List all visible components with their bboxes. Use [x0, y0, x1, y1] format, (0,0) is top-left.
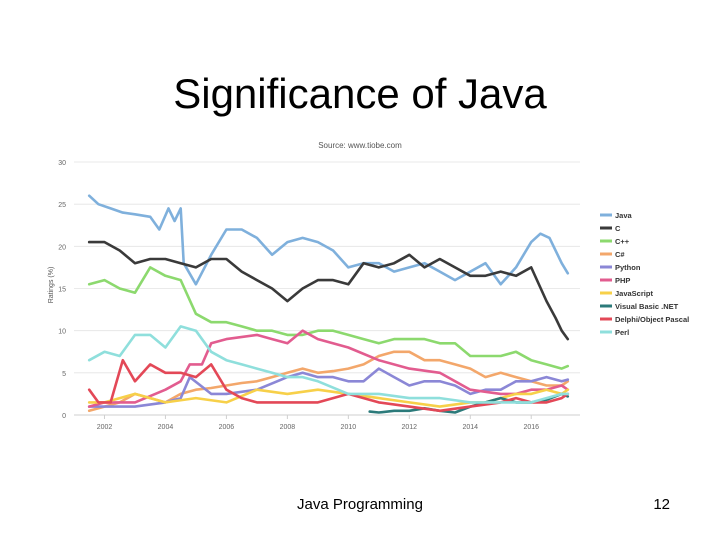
series-line-php — [87, 329, 570, 408]
x-tick-label: 2014 — [462, 424, 478, 431]
x-tick-label: 2002 — [97, 424, 113, 431]
tiobe-line-chart: Source: www.tiobe.com Ratings (%) 0 5 10 15… — [40, 135, 720, 435]
x-tick-label: 2010 — [341, 424, 357, 431]
series-line-c- — [87, 266, 570, 370]
legend-label: Visual Basic .NET — [615, 302, 679, 311]
x-tick-label: 2016 — [523, 424, 539, 431]
series-line-c- — [87, 350, 570, 413]
legend-label: PHP — [615, 276, 630, 285]
series-line-javascript — [87, 388, 570, 408]
x-tick-label: 2012 — [402, 424, 418, 431]
series-line-python — [87, 367, 570, 408]
series-line-perl — [87, 325, 570, 404]
y-tick-label: 5 — [62, 371, 66, 378]
legend-label: Java — [615, 211, 633, 220]
legend: Java C C++ C# Python PHP JavaScript Visual Basi… — [600, 211, 689, 337]
chart-svg: Source: www.tiobe.com Ratings (%) 0 5 10 15… — [48, 141, 689, 431]
x-tick-label: 2004 — [158, 424, 174, 431]
legend-label: C# — [615, 250, 625, 259]
axis-layer: 0 5 10 15 20 25 30 2002 2004 2006 2008 2010 2012 2014… — [58, 160, 580, 431]
footer-title: Java Programming — [297, 496, 423, 513]
slide-title: Significance of Java — [173, 70, 547, 117]
series-line-c — [87, 240, 570, 341]
series-layer — [87, 194, 570, 414]
x-tick-label: 2006 — [219, 424, 235, 431]
legend-label: JavaScript — [615, 289, 653, 298]
legend-label: C++ — [615, 237, 630, 246]
legend-label: C — [615, 224, 621, 233]
series-line-java — [87, 194, 570, 286]
chart-source: Source: www.tiobe.com — [318, 141, 402, 150]
y-tick-label: 30 — [58, 160, 66, 167]
legend-label: Delphi/Object Pascal — [615, 315, 689, 324]
legend-label: Perl — [615, 328, 629, 337]
y-tick-label: 20 — [58, 244, 66, 251]
series-line-delphi-object-pascal — [87, 358, 570, 413]
y-tick-label: 25 — [58, 202, 66, 209]
y-tick-label: 10 — [58, 329, 66, 336]
y-axis-label: Ratings (%) — [48, 267, 55, 304]
x-tick-label: 2008 — [280, 424, 296, 431]
page-number: 12 — [653, 496, 670, 513]
legend-label: Python — [615, 263, 641, 272]
y-tick-label: 0 — [62, 413, 66, 420]
y-tick-label: 15 — [58, 287, 66, 294]
